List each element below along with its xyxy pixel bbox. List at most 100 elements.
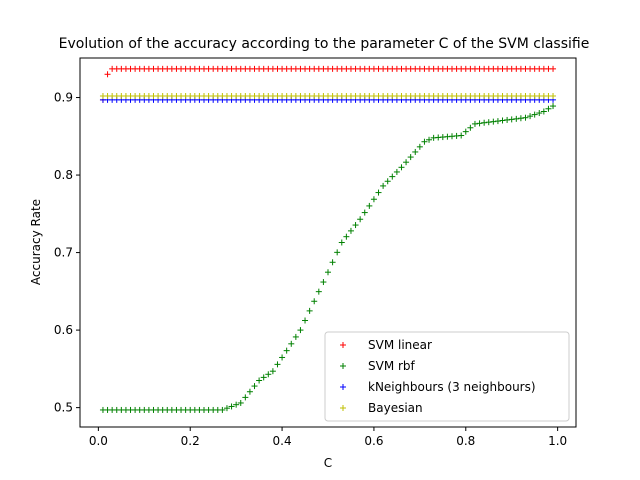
y-axis-label: Accuracy Rate: [29, 199, 43, 285]
data-point: [223, 405, 230, 412]
x-tick-label: 0.0: [89, 434, 108, 448]
data-point: [343, 233, 350, 240]
data-point: [329, 259, 336, 266]
data-point: [352, 222, 359, 229]
data-point: [416, 143, 423, 150]
data-point: [490, 118, 497, 125]
data-point: [283, 347, 290, 354]
legend-marker: [340, 363, 346, 369]
series-3: [99, 92, 557, 99]
x-tick-label: 0.8: [456, 434, 475, 448]
legend-label: SVM linear: [368, 338, 432, 352]
legend-marker: [340, 342, 346, 348]
data-point: [375, 189, 382, 196]
data-point: [311, 298, 318, 305]
data-point: [426, 136, 433, 143]
data-point: [228, 403, 235, 410]
legend-label: SVM rbf: [368, 359, 416, 373]
data-point: [393, 168, 400, 175]
data-point: [540, 108, 547, 115]
x-axis-label: C: [324, 456, 332, 470]
data-point: [219, 406, 226, 413]
data-point: [407, 154, 414, 161]
data-point: [297, 327, 304, 334]
data-point: [260, 374, 267, 381]
x-tick-label: 0.4: [273, 434, 292, 448]
data-point: [513, 115, 520, 122]
data-point: [380, 182, 387, 189]
y-axis: 0.5 0.6 0.7 0.8 0.9: [54, 91, 80, 415]
data-point: [338, 239, 345, 246]
data-point: [458, 132, 465, 139]
data-point: [499, 117, 506, 124]
data-point: [370, 196, 377, 203]
data-point: [315, 288, 322, 295]
x-tick-label: 1.0: [548, 434, 567, 448]
data-point: [265, 371, 272, 378]
data-point: [256, 377, 263, 384]
data-point: [485, 119, 492, 126]
data-point: [412, 148, 419, 155]
data-point: [389, 173, 396, 180]
legend-marker: [340, 384, 346, 390]
data-point: [302, 317, 309, 324]
y-tick-label: 0.8: [54, 168, 73, 182]
data-point: [320, 279, 327, 286]
data-point: [292, 333, 299, 340]
series-0: [99, 65, 557, 103]
data-point: [481, 119, 488, 126]
y-tick-label: 0.9: [54, 91, 73, 105]
data-point: [504, 116, 511, 123]
y-tick-label: 0.6: [54, 323, 73, 337]
data-point: [545, 105, 552, 112]
plot-area: [79, 57, 577, 428]
data-point: [508, 116, 515, 123]
data-point: [536, 110, 543, 117]
series-1: [99, 103, 557, 413]
legend-label: kNeighbours (3 neighbours): [368, 380, 536, 394]
data-point: [366, 202, 373, 209]
data-point: [550, 65, 557, 72]
data-point: [246, 388, 253, 395]
data-point: [269, 368, 276, 375]
data-point: [467, 124, 474, 131]
x-axis: 0.0 0.2 0.4 0.6 0.8 1.0: [89, 427, 567, 448]
data-point: [233, 401, 240, 408]
data-marks: [99, 65, 557, 413]
legend: SVM linear SVM rbf kNeighbours (3 neighbou…: [324, 331, 570, 422]
data-point: [384, 178, 391, 185]
data-point: [550, 103, 557, 110]
data-point: [306, 307, 313, 314]
data-point: [421, 138, 428, 145]
plot-frame: [79, 57, 577, 428]
data-point: [403, 159, 410, 166]
data-point: [462, 128, 469, 135]
x-tick-label: 0.2: [181, 434, 200, 448]
data-point: [517, 115, 524, 122]
data-point: [334, 249, 341, 256]
data-point: [471, 120, 478, 127]
data-point: [357, 216, 364, 223]
y-tick-label: 0.7: [54, 246, 73, 260]
data-point: [242, 394, 249, 401]
chart-title: Evolution of the accuracy according to t…: [59, 36, 590, 52]
y-tick-label: 0.5: [54, 401, 73, 415]
data-point: [361, 209, 368, 216]
data-point: [531, 111, 538, 118]
legend-box: [324, 331, 570, 422]
x-tick-label: 0.6: [364, 434, 383, 448]
data-point: [476, 120, 483, 127]
legend-label: Bayesian: [368, 401, 423, 415]
data-point: [104, 71, 111, 78]
data-point: [251, 383, 258, 390]
data-point: [347, 227, 354, 234]
data-point: [398, 164, 405, 171]
data-point: [288, 340, 295, 347]
data-point: [279, 354, 286, 361]
data-point: [522, 114, 529, 121]
data-point: [237, 399, 244, 406]
data-point: [550, 92, 557, 99]
data-point: [527, 113, 534, 120]
data-point: [494, 118, 501, 125]
